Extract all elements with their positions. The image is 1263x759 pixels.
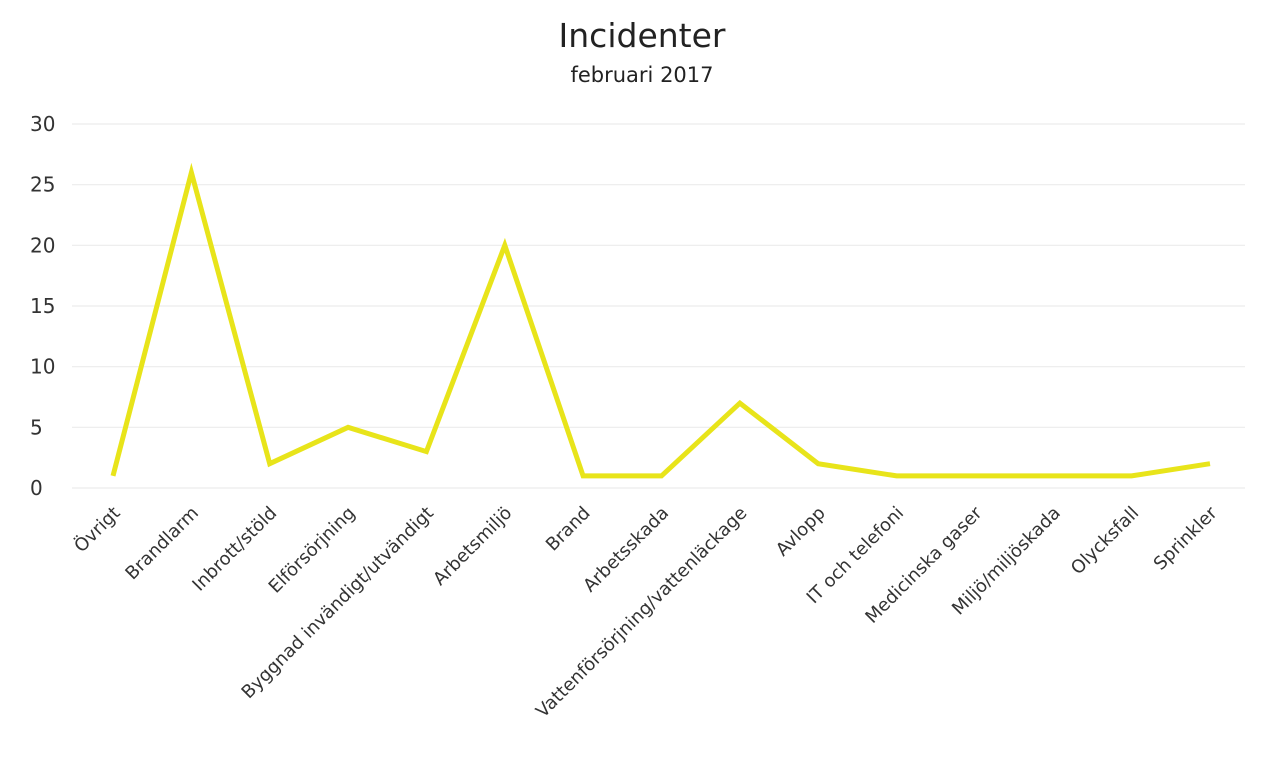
x-category-label: Brand: [542, 503, 595, 556]
x-axis-labels: ÖvrigtBrandlarmInbrott/stöldElförsörjnin…: [70, 502, 1222, 722]
gridlines: [72, 123, 1245, 489]
y-tick-label: 20: [30, 233, 55, 257]
y-tick-label: 10: [30, 355, 55, 379]
x-category-label: Brandlarm: [121, 503, 203, 585]
y-tick-label: 0: [30, 476, 43, 500]
series-line: [110, 162, 1211, 479]
y-tick-label: 5: [30, 415, 43, 439]
x-category-label: Olycksfall: [1067, 503, 1143, 579]
x-category-label: Avlopp: [772, 503, 830, 561]
y-tick-label: 30: [30, 112, 55, 136]
x-category-label: Arbetsmiljö: [429, 503, 516, 590]
chart-subtitle: februari 2017: [570, 63, 713, 87]
chart-title: Incidenter: [559, 16, 726, 55]
x-category-label: Övrigt: [70, 502, 125, 557]
x-category-label: Sprinkler: [1150, 502, 1222, 574]
y-tick-label: 15: [30, 294, 55, 318]
series-line-layer: [110, 162, 1211, 479]
y-axis-ticks: 0 5 10 15 20 25 30: [30, 112, 55, 500]
y-tick-label: 25: [30, 173, 55, 197]
